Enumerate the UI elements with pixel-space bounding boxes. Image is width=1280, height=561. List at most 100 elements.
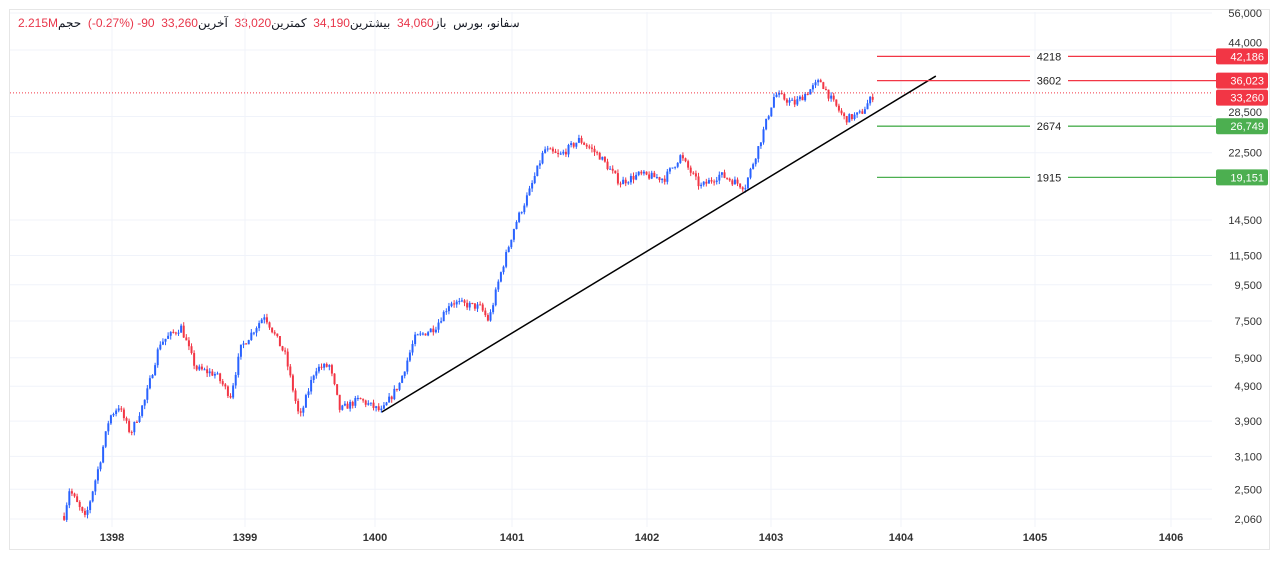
candle	[718, 171, 721, 185]
candle	[258, 320, 261, 332]
candle	[278, 336, 281, 347]
candle-body	[752, 164, 755, 169]
candle-body	[492, 305, 495, 313]
candle	[819, 78, 822, 83]
candle	[468, 301, 471, 311]
candle	[616, 169, 619, 186]
candle	[263, 314, 266, 324]
candle	[328, 364, 331, 371]
candle-body	[424, 333, 427, 336]
candle	[668, 167, 671, 175]
candle	[252, 331, 255, 336]
candle-body	[713, 181, 716, 183]
candle	[323, 362, 326, 371]
candle	[265, 313, 268, 325]
candle-body	[68, 491, 71, 506]
candle	[421, 332, 424, 336]
candle	[408, 349, 411, 363]
candle	[154, 362, 157, 376]
candle-body	[278, 336, 281, 347]
candle	[689, 165, 692, 177]
candle-body	[689, 167, 692, 173]
candle	[588, 144, 591, 150]
candle	[554, 148, 557, 154]
candle	[193, 350, 196, 370]
candle	[307, 388, 310, 398]
candle	[830, 92, 833, 102]
candle-body	[156, 349, 159, 366]
candle	[226, 385, 229, 399]
change-pct: (-0.27%)	[87, 16, 134, 30]
candle	[741, 186, 744, 192]
candle-body	[603, 156, 606, 162]
candle	[364, 399, 367, 408]
candle	[185, 334, 188, 341]
candle	[401, 375, 404, 384]
candle-body	[796, 99, 799, 105]
candle-body	[125, 418, 128, 421]
candle-body	[406, 360, 409, 372]
candle-body	[806, 94, 809, 96]
last-price-tag: 33,260	[1230, 93, 1264, 105]
candle-body	[317, 366, 320, 372]
candle	[89, 500, 92, 514]
candle	[260, 318, 263, 324]
candle-body	[570, 143, 573, 145]
candle-body	[780, 92, 783, 95]
candle-body	[89, 501, 92, 511]
candle-body	[86, 510, 89, 515]
candle-body	[856, 112, 859, 115]
candle-body	[63, 516, 66, 520]
candle-body	[819, 80, 822, 83]
candle	[679, 154, 682, 164]
candle-body	[658, 177, 661, 181]
candle	[858, 109, 861, 114]
candle-body	[398, 382, 401, 390]
candle	[276, 333, 279, 338]
candle-body	[692, 172, 695, 174]
candle	[161, 338, 164, 346]
candle	[778, 90, 781, 98]
candle-body	[237, 356, 240, 375]
candle-body	[731, 180, 734, 185]
candle-body	[614, 170, 617, 174]
candle	[315, 367, 318, 379]
x-tick-label: 1401	[500, 532, 524, 544]
candle	[512, 228, 515, 243]
candle-body	[112, 413, 115, 416]
candle-body	[172, 331, 175, 333]
candle	[551, 146, 554, 154]
candle	[520, 211, 523, 215]
candle-body	[627, 182, 630, 184]
candle-body	[133, 421, 136, 433]
candle	[705, 178, 708, 187]
candle	[94, 479, 97, 496]
candle	[341, 404, 344, 411]
x-tick-label: 1406	[1159, 532, 1183, 544]
candle	[754, 157, 757, 167]
candle-body	[655, 177, 658, 179]
x-tick-label: 1400	[363, 532, 387, 544]
candle-body	[154, 365, 157, 376]
candle	[76, 493, 79, 503]
candle-body	[858, 111, 861, 113]
candle	[603, 156, 606, 163]
candle-body	[510, 239, 513, 248]
candle	[304, 393, 307, 408]
candle-body	[445, 311, 448, 313]
candle	[835, 99, 838, 108]
candle	[255, 326, 258, 337]
candle	[510, 239, 513, 249]
candle-body	[128, 420, 131, 432]
candle	[824, 86, 827, 91]
candle	[419, 331, 422, 337]
candle-body	[416, 334, 419, 336]
candle-body	[871, 96, 874, 100]
candle-body	[479, 304, 482, 306]
candle	[801, 94, 804, 101]
candle-body	[414, 334, 417, 344]
candle-body	[726, 177, 729, 179]
candle	[239, 344, 242, 360]
volume-value: 2.215M	[18, 16, 59, 30]
